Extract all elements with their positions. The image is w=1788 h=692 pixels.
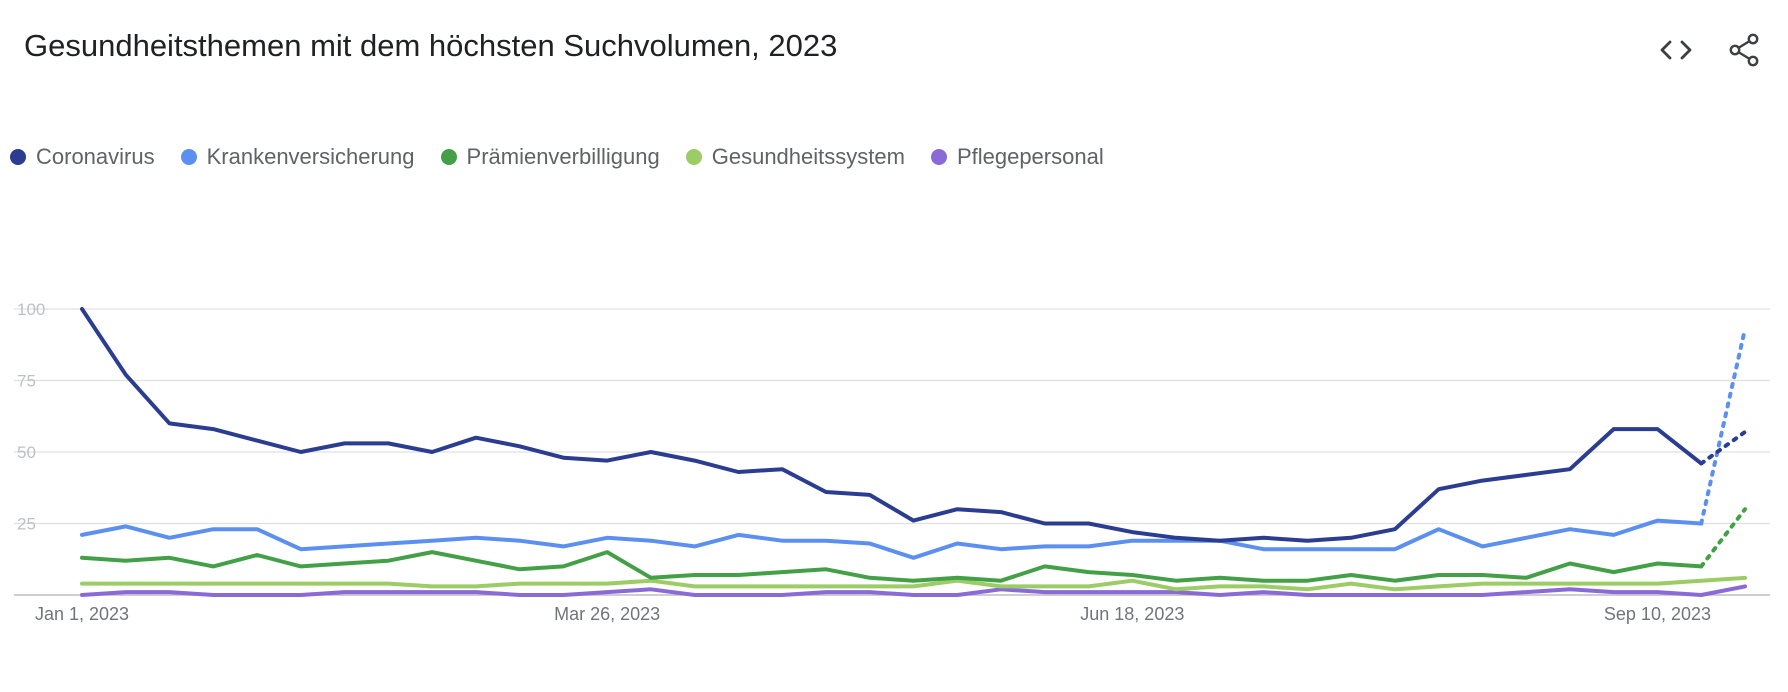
series-partial-segment-krankenversicherung (1699, 327, 1747, 526)
series-line-gesundheitssystem (80, 578, 1704, 592)
legend-label: Krankenversicherung (206, 144, 415, 169)
legend-label: Coronavirus (36, 144, 155, 169)
y-tick-label: 75 (17, 372, 36, 391)
share-button[interactable] (1724, 30, 1764, 70)
x-tick-label: Jan 1, 2023 (35, 604, 129, 624)
x-tick-label: Jun 18, 2023 (1080, 604, 1184, 624)
code-icon (1660, 40, 1692, 60)
y-tick-label: 100 (17, 300, 45, 319)
series-line-krankenversicherung (80, 518, 1704, 560)
legend-swatch (685, 149, 702, 165)
legend-swatch (930, 149, 947, 165)
legend-item-coronavirus[interactable]: Coronavirus (10, 144, 155, 170)
series-line-pflegepersonal (80, 587, 1704, 597)
series-partial-segment-prämienverbilligung (1699, 507, 1747, 569)
embed-button[interactable] (1656, 30, 1696, 70)
legend-item-krankenversicherung[interactable]: Krankenversicherung (180, 144, 415, 170)
series-partial-segment-pflegepersonal (1699, 584, 1747, 597)
legend-item-pflegepersonal[interactable]: Pflegepersonal (930, 144, 1104, 170)
y-tick-label: 25 (17, 515, 36, 534)
series-partial-segment-gesundheitssystem (1699, 575, 1747, 583)
x-tick-label: Sep 10, 2023 (1604, 604, 1711, 624)
series-line-prämienverbilligung (80, 550, 1704, 583)
series-partial-segment-coronavirus (1699, 429, 1747, 466)
legend-swatch (180, 149, 197, 165)
legend-swatch (440, 149, 457, 165)
legend-label: Gesundheitssystem (711, 144, 905, 169)
legend-label: Pflegepersonal (956, 144, 1104, 169)
chart-legend: Coronavirus Krankenversicherung Prämienv… (10, 144, 1130, 170)
x-tick-label: Mar 26, 2023 (554, 604, 660, 624)
y-tick-label: 50 (17, 443, 36, 462)
series-line-coronavirus (80, 307, 1704, 543)
legend-item-praemienverbilligung[interactable]: Prämienverbilligung (440, 144, 660, 170)
share-icon (1729, 33, 1759, 67)
legend-label: Prämienverbilligung (466, 144, 660, 169)
page-title: Gesundheitsthemen mit dem höchsten Suchv… (24, 28, 838, 63)
legend-item-gesundheitssystem[interactable]: Gesundheitssystem (685, 144, 905, 170)
legend-swatch (10, 149, 26, 165)
